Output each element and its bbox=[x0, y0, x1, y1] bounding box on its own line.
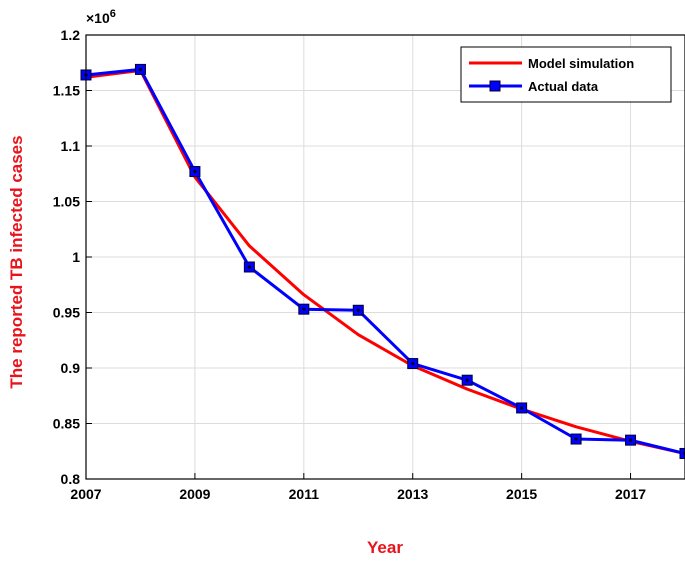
y-tick-label: 0.9 bbox=[61, 360, 81, 376]
data-point-center bbox=[138, 67, 143, 72]
legend-label-actual-data: Actual data bbox=[528, 79, 599, 94]
series-line-actual-data bbox=[85, 67, 685, 455]
y-exponent-power: 6 bbox=[110, 8, 116, 20]
y-tick-label: 1.05 bbox=[53, 194, 80, 210]
legend-label-model-simulation: Model simulation bbox=[528, 56, 634, 71]
x-tick-label: 2009 bbox=[179, 486, 210, 502]
y-tick-label: 1.1 bbox=[61, 138, 81, 154]
x-tick-label: 2017 bbox=[615, 486, 646, 502]
plot-frame bbox=[85, 34, 685, 480]
legend: Model simulation Actual data bbox=[460, 46, 672, 103]
data-point-center bbox=[574, 437, 578, 441]
data-point-center bbox=[628, 438, 633, 442]
data-point-center bbox=[520, 406, 524, 410]
legend-box bbox=[460, 46, 672, 103]
data-point-actual-data bbox=[679, 447, 685, 459]
y-tick-label: 1.2 bbox=[61, 27, 81, 43]
y-tick-label: 1.15 bbox=[53, 83, 80, 99]
y-tick-label: 0.95 bbox=[53, 305, 80, 321]
y-tick-label: 0.8 bbox=[61, 471, 81, 487]
x-tick-label: 2015 bbox=[506, 486, 537, 502]
x-tick-label: 2007 bbox=[70, 486, 101, 502]
y-tick-label: 1 bbox=[72, 249, 80, 265]
data-point-center bbox=[247, 265, 251, 269]
y-axis-title: The reported TB infected cases bbox=[7, 135, 26, 388]
x-tick-label: 2013 bbox=[397, 486, 428, 502]
x-tick-label: 2011 bbox=[289, 486, 320, 502]
data-point-center bbox=[356, 308, 360, 312]
legend-marker-actual-data bbox=[489, 80, 501, 92]
y-tick-label: 0.85 bbox=[53, 416, 80, 432]
y-exponent-label: ×106 bbox=[86, 8, 116, 26]
data-point-center bbox=[193, 169, 197, 174]
ticks-layer: 2007 2009 2011 2013 2015 2017 0.8 0.85 0.9 0.95 1 1… bbox=[53, 27, 647, 502]
data-point-center bbox=[302, 307, 306, 311]
series-line-model-simulation bbox=[85, 69, 685, 455]
x-axis-title: Year bbox=[367, 538, 403, 557]
data-point-center bbox=[411, 361, 415, 366]
data-point-center bbox=[465, 378, 469, 382]
